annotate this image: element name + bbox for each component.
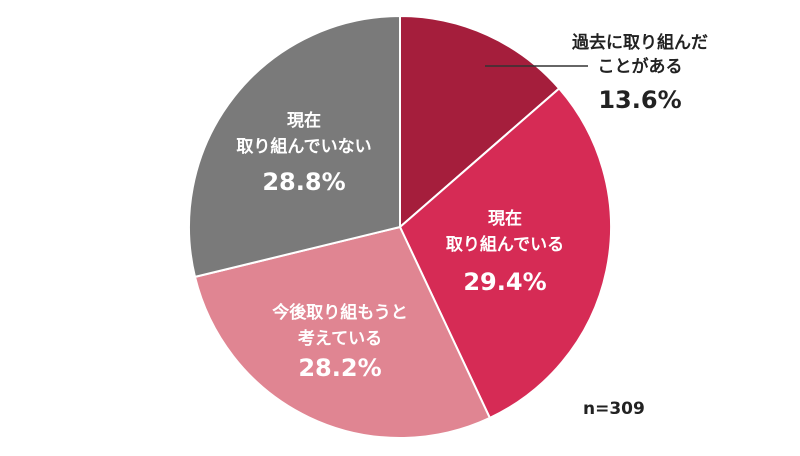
pie-slice bbox=[399, 14, 561, 230]
slice-value-label: 28.8% bbox=[262, 168, 345, 196]
slice-category-label: 過去に取り組んだ bbox=[572, 32, 708, 53]
slice-category-label: 考えている bbox=[297, 328, 382, 349]
sample-size-label: n=309 bbox=[583, 399, 645, 419]
slice-value-label: 29.4% bbox=[463, 268, 546, 296]
slice-category-label: 現在 bbox=[488, 208, 522, 229]
pie-slice bbox=[398, 87, 612, 420]
slice-category-label: 今後取り組もうと bbox=[272, 302, 408, 323]
slice-category-label: 取り組んでいない bbox=[236, 136, 371, 157]
pie-slice bbox=[193, 225, 492, 439]
slice-value-label: 28.2% bbox=[298, 354, 381, 382]
slice-category-label: ことがある bbox=[598, 56, 683, 77]
slices-layer bbox=[188, 14, 612, 439]
slice-category-label: 現在 bbox=[287, 110, 321, 131]
pie-slice bbox=[188, 14, 401, 279]
slice-value-label: 13.6% bbox=[598, 86, 681, 114]
slice-category-label: 取り組んでいる bbox=[446, 234, 564, 255]
